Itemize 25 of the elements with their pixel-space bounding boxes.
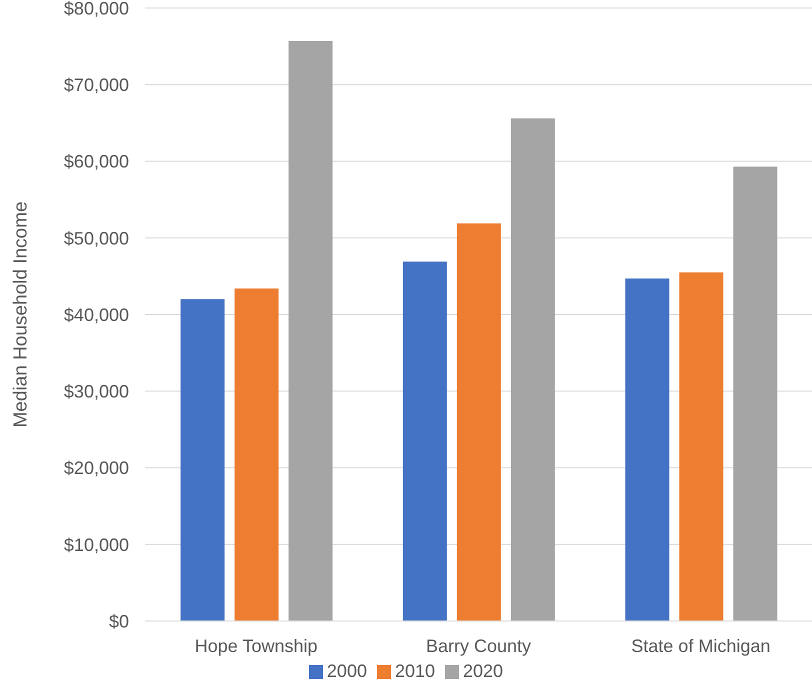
bar [180, 299, 225, 621]
legend-label: 2020 [463, 661, 504, 681]
x-tick-label: Barry County [426, 636, 532, 656]
bar [679, 272, 724, 621]
legend-label: 2000 [326, 661, 367, 681]
bar [288, 40, 333, 621]
y-axis-title: Median Household Income [10, 201, 32, 428]
bar [234, 288, 279, 621]
y-tick-label: $80,000 [64, 0, 129, 18]
legend-label: 2010 [394, 661, 436, 681]
y-tick-label: $40,000 [64, 304, 129, 325]
y-tick-label: $70,000 [64, 75, 129, 96]
y-tick-label: $0 [108, 611, 129, 632]
bar [733, 166, 778, 621]
bar [510, 118, 555, 621]
y-tick-label: $10,000 [64, 534, 129, 555]
y-tick-label: $50,000 [64, 228, 129, 248]
y-tick-label: $20,000 [64, 458, 129, 478]
y-tick-label: $60,000 [64, 152, 129, 172]
bar [625, 278, 670, 621]
bar [456, 223, 501, 621]
y-tick-label: $30,000 [64, 382, 129, 402]
bar [402, 262, 447, 621]
x-tick-label: State of Michigan [631, 636, 770, 656]
x-tick-label: Hope Township [194, 636, 318, 656]
